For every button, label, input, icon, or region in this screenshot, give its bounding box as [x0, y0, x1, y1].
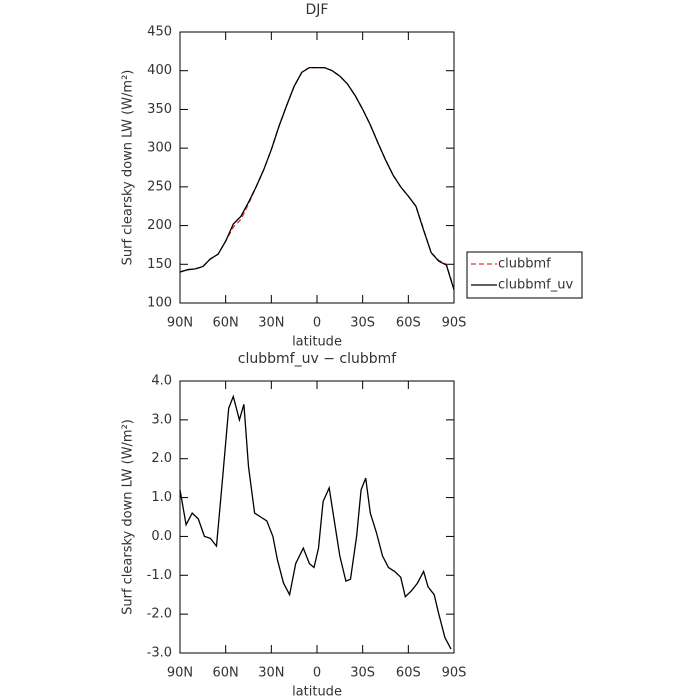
y-tick-label: -3.0: [147, 646, 172, 661]
legend-label: clubbmf: [498, 257, 551, 272]
y-tick-label: 2.0: [151, 451, 172, 466]
x-axis-label: latitude: [292, 685, 342, 700]
y-tick-label: 450: [147, 25, 172, 40]
legend-box: [466, 251, 583, 299]
x-tick-label: 90S: [442, 666, 467, 681]
x-tick-label: 30S: [350, 666, 375, 681]
x-tick-label: 30N: [258, 316, 284, 331]
x-tick-label: 60S: [396, 316, 421, 331]
y-tick-label: 1.0: [151, 490, 172, 505]
line: [179, 66, 455, 290]
x-tick-label: 0: [313, 316, 321, 331]
line: [179, 66, 455, 290]
y-tick-label: 4.0: [151, 374, 172, 389]
plot-frame: [179, 31, 455, 304]
y-tick-label: 100: [147, 296, 172, 311]
y-tick-label: 300: [147, 141, 172, 156]
y-tick-label: 3.0: [151, 412, 172, 427]
y-axis-label: Surf clearsky down LW (W/m²): [121, 70, 136, 266]
chart-title: clubbmf_uv − clubbmf: [238, 351, 397, 367]
x-tick-label: 90S: [442, 316, 467, 331]
y-tick-label: 350: [147, 102, 172, 117]
y-tick-label: 400: [147, 63, 172, 78]
line: [179, 394, 452, 650]
y-tick-label: -1.0: [147, 568, 172, 583]
x-axis-label: latitude: [292, 335, 342, 350]
x-tick-label: 30N: [258, 666, 284, 681]
y-axis-label: Surf clearsky down LW (W/m²): [121, 419, 136, 615]
y-tick-label: -2.0: [147, 607, 172, 622]
x-tick-label: 30S: [350, 316, 375, 331]
x-tick-label: 60N: [213, 316, 239, 331]
y-tick-label: 150: [147, 257, 172, 272]
chart-title: DJF: [306, 2, 329, 18]
legend-label: clubbmf_uv: [498, 278, 573, 293]
y-tick-label: 0.0: [151, 529, 172, 544]
x-tick-label: 60N: [213, 666, 239, 681]
y-tick-label: 200: [147, 218, 172, 233]
x-tick-label: 0: [313, 666, 321, 681]
x-tick-label: 90N: [167, 316, 193, 331]
plot-frame: [179, 380, 455, 654]
x-tick-label: 90N: [167, 666, 193, 681]
y-tick-label: 250: [147, 179, 172, 194]
x-tick-label: 60S: [396, 666, 421, 681]
